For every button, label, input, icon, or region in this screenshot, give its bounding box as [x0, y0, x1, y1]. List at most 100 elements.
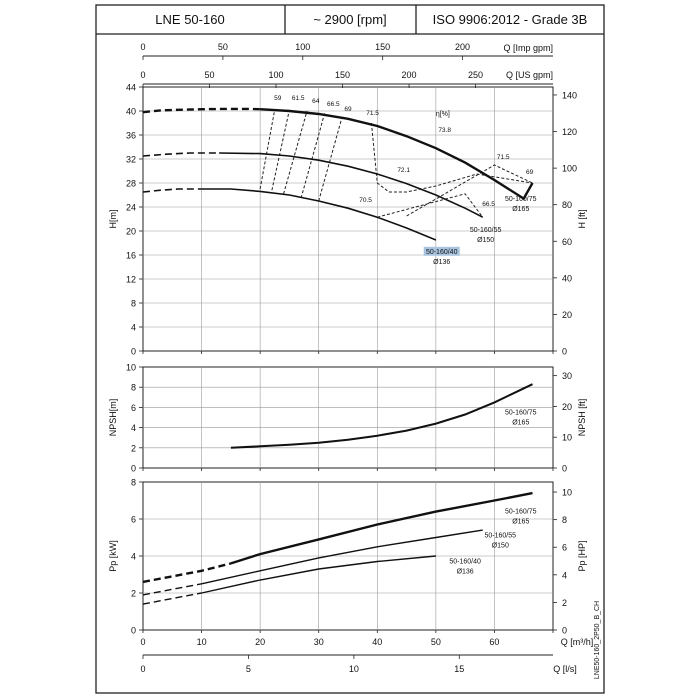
- right-axis-title: H [ft]: [577, 209, 587, 228]
- m3h-tick-label: 20: [255, 637, 265, 647]
- right-tick-label: 8: [562, 515, 567, 525]
- left-tick-label: 36: [126, 131, 136, 141]
- right-tick-label: 10: [562, 433, 572, 443]
- right-tick-label: 140: [562, 90, 577, 100]
- right-tick-label: 30: [562, 371, 572, 381]
- left-tick-label: 0: [131, 626, 136, 636]
- left-tick-label: 8: [131, 478, 136, 488]
- power-curve-dashed: [142, 583, 202, 596]
- imp-gpm-tick-label: 200: [455, 42, 470, 52]
- efficiency-iso-line: [283, 110, 308, 194]
- bottom-flow-axes: 0 10 20 30 40 50 60 Q [m³/h] 0 5 10 15 Q [l/s]: [140, 637, 593, 674]
- us-gpm-axis-title: Q [US gpm]: [506, 70, 553, 80]
- left-tick-label: 2: [131, 443, 136, 453]
- impeller-label: 50-160/75: [505, 196, 537, 203]
- efficiency-iso-line: [406, 164, 533, 217]
- right-tick-label: 20: [562, 310, 572, 320]
- power-curve-dashed: [142, 592, 202, 605]
- left-tick-label: 40: [126, 107, 136, 117]
- right-tick-label: 60: [562, 237, 572, 247]
- left-tick-label: 6: [131, 403, 136, 413]
- efficiency-label: 70.5: [359, 197, 372, 204]
- right-tick-label: 100: [562, 164, 577, 174]
- impeller-diameter-label: Ø165: [512, 419, 529, 426]
- plot-frame: [142, 86, 554, 352]
- us-gpm-tick-label: 250: [468, 70, 483, 80]
- power-curve-dashed: [142, 562, 232, 584]
- impeller-diameter-label: Ø150: [477, 237, 494, 244]
- right-tick-label: 120: [562, 127, 577, 137]
- head-curve: [260, 108, 534, 201]
- impeller-diameter-label: Ø165: [512, 206, 529, 213]
- left-tick-label: 0: [131, 464, 136, 474]
- efficiency-label: 69: [526, 169, 534, 176]
- impeller-label: 50-160/75: [505, 508, 537, 515]
- right-tick-label: 6: [562, 543, 567, 553]
- efficiency-label: 71.5: [366, 110, 379, 117]
- imp-gpm-tick-label: 0: [140, 42, 145, 52]
- left-tick-label: 12: [126, 275, 136, 285]
- drawing-code: LNE50-160_2P50_B_CH: [594, 601, 601, 679]
- power-curve: [201, 529, 483, 585]
- head-curve: [219, 152, 484, 218]
- impeller-label: 50-160/40: [426, 249, 458, 256]
- ls-tick-label: 15: [454, 664, 464, 674]
- left-tick-label: 28: [126, 179, 136, 189]
- efficiency-label: 61.5: [292, 95, 305, 102]
- right-axis-title: Pp [HP]: [577, 540, 587, 571]
- m3h-tick-label: 30: [314, 637, 324, 647]
- left-tick-label: 4: [131, 552, 136, 562]
- us-gpm-tick-label: 100: [269, 70, 284, 80]
- left-axis-title: H[m]: [108, 210, 118, 229]
- ls-tick-label: 10: [349, 664, 359, 674]
- power-curve: [230, 491, 533, 565]
- imp-gpm-tick-label: 100: [295, 42, 310, 52]
- head-curve-dashed: [142, 107, 261, 114]
- efficiency-iso-line: [300, 113, 326, 199]
- head-chart: 0 4 8 12 16 20 24 28 32 36 40 44 0 20 40 60 80 100 120 140 H…: [108, 83, 587, 357]
- m3h-tick-label: 60: [489, 637, 499, 647]
- left-tick-label: 16: [126, 251, 136, 261]
- efficiency-label: 73.8: [438, 127, 451, 134]
- right-tick-label: 10: [562, 488, 572, 498]
- imp-gpm-axis-title: Q [Imp gpm]: [503, 43, 553, 53]
- impeller-diameter-label: Ø150: [492, 543, 509, 550]
- power-curve: [201, 555, 436, 594]
- right-tick-label: 0: [562, 464, 567, 474]
- header-speed: ~ 2900 [rpm]: [313, 12, 386, 27]
- right-tick-label: 0: [562, 626, 567, 636]
- ls-axis-title: Q [l/s]: [553, 664, 577, 674]
- left-axis-title: NPSH[m]: [108, 399, 118, 437]
- efficiency-label: 59: [274, 95, 282, 102]
- left-tick-label: 0: [131, 347, 136, 357]
- imp-gpm-tick-label: 50: [218, 42, 228, 52]
- m3h-tick-label: 40: [372, 637, 382, 647]
- imp-gpm-tick-label: 150: [375, 42, 390, 52]
- left-tick-label: 10: [126, 363, 136, 373]
- left-tick-label: 24: [126, 203, 136, 213]
- impeller-diameter-label: Ø136: [433, 259, 450, 266]
- left-tick-label: 20: [126, 227, 136, 237]
- top-flow-axes: 0 50 100 150 200 Q [Imp gpm] 0 50 100 150 200 250 Q …: [140, 42, 553, 88]
- m3h-tick-label: 0: [140, 637, 145, 647]
- power-chart: 0 2 4 6 8 0 2 4 6 8 10 Pp [kW] Pp [HP] 50-160/75 Ø165 5…: [108, 478, 587, 636]
- impeller-label: 50-160/75: [505, 409, 537, 416]
- head-curve-dashed: [142, 152, 220, 157]
- right-tick-label: 80: [562, 200, 572, 210]
- right-tick-label: 2: [562, 598, 567, 608]
- m3h-axis-title: Q [m³/h]: [561, 637, 594, 647]
- header-model: LNE 50-160: [155, 12, 224, 27]
- left-tick-label: 6: [131, 515, 136, 525]
- m3h-tick-label: 10: [197, 637, 207, 647]
- efficiency-label: 66.5: [327, 101, 340, 108]
- us-gpm-tick-label: 50: [205, 70, 215, 80]
- impeller-label: 50-160/55: [485, 533, 517, 540]
- efficiency-iso-line: [271, 109, 290, 191]
- ls-tick-label: 0: [140, 664, 145, 674]
- head-curve-dashed: [142, 188, 202, 193]
- right-axis-title: NPSH [ft]: [577, 399, 587, 437]
- left-axis-title: Pp [kW]: [108, 540, 118, 572]
- us-gpm-tick-label: 200: [402, 70, 417, 80]
- efficiency-iso-line: [377, 193, 484, 218]
